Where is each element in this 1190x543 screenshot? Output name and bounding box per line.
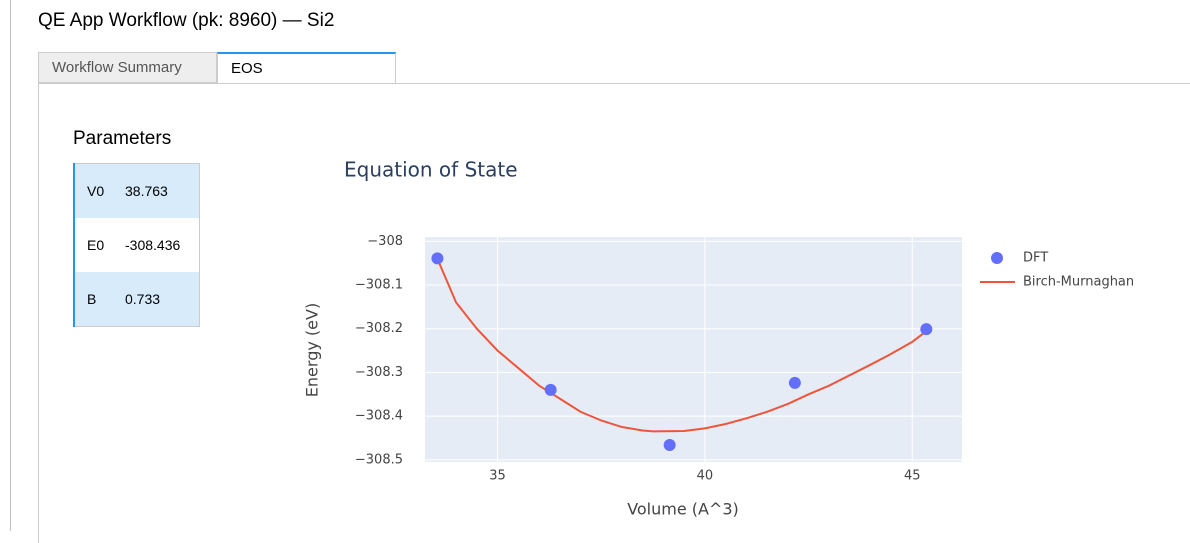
chart-title: Equation of State [344,158,518,182]
legend-marker [991,252,1003,264]
cell: E0 [87,237,105,253]
x-tick-label: 40 [697,469,714,484]
legend-label: DFT [1023,251,1048,266]
tab-panel [38,83,1190,543]
point [544,383,557,396]
plot-area [425,237,962,462]
y-tick-label: −308.5 [355,452,403,467]
row: B 0.733 [74,272,200,327]
parameters-title: Parameters [73,128,172,149]
y-tick-label: −308.1 [355,278,403,293]
parameters-table: V0 38.763 E0 -308.436 B 0.733 [73,163,200,327]
point [788,376,801,389]
x-axis-label: Volume (A^3) [627,500,739,519]
y-tick-label: −308 [367,234,403,249]
x-tick-label: 35 [489,469,506,484]
y-tick-label: −308.4 [355,409,403,424]
point [663,438,676,451]
point [920,323,933,336]
y-tick-label: −308.3 [355,365,403,380]
cell: V0 [87,183,105,199]
page: QE App Workflow (pk: 8960) — Si2 Workflo… [10,0,1190,543]
cell: -308.436 [125,237,181,253]
row: E0 -308.436 [74,218,200,272]
y-axis-label: Energy (eV) [303,303,322,397]
point [431,252,444,265]
chart: Equation of State Volume (A^3) Energy (e… [303,158,1135,519]
tab-active[interactable]: EOS [217,52,396,83]
cell: 0.733 [125,291,161,307]
x-tick-label: 45 [904,469,921,484]
tab[interactable]: Workflow Summary [38,52,217,83]
cell: 38.763 [125,183,168,199]
legend-label: Birch-Murnaghan [1023,275,1134,290]
y-tick-label: −308.2 [355,321,403,336]
cell: B [87,291,97,307]
divider [10,0,11,531]
line [436,258,928,433]
row: V0 38.763 [74,163,200,218]
page-title: QE App Workflow (pk: 8960) — Si2 [38,10,335,31]
